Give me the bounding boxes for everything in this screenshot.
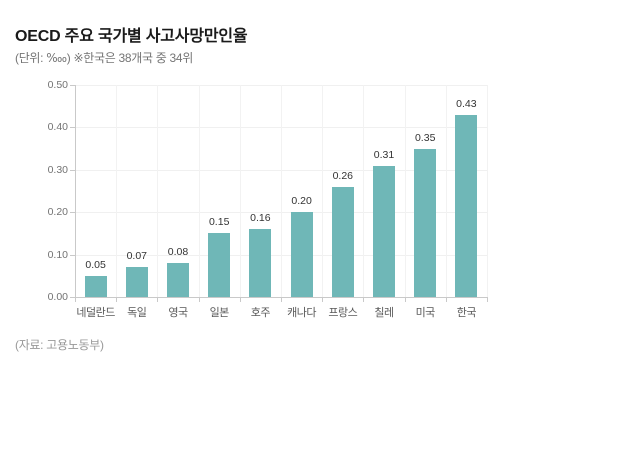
- x-axis-tick: [116, 298, 118, 302]
- bar-네덜란드: [84, 275, 107, 297]
- y-tick-label: 0.10: [47, 248, 68, 261]
- x-axis-tick: [322, 298, 324, 302]
- x-category-label: 칠레: [374, 307, 394, 319]
- bar-칠레: [373, 165, 395, 297]
- v-gridline: [363, 85, 365, 297]
- x-category-label: 일본: [209, 307, 230, 319]
- x-category-label: 프랑스: [328, 307, 358, 319]
- v-gridline: [322, 85, 324, 297]
- x-axis-tick: [404, 298, 406, 302]
- x-axis: [75, 297, 488, 298]
- x-category-label: 한국: [456, 307, 477, 319]
- v-gridline: [157, 85, 159, 297]
- x-axis-tick: [157, 298, 159, 302]
- bar-value-label: 0.16: [250, 212, 271, 225]
- y-axis-tick: [70, 212, 75, 214]
- bar-한국: [455, 114, 478, 297]
- x-axis-tick: [363, 298, 365, 302]
- x-category-label: 호주: [250, 307, 271, 319]
- x-axis-tick: [445, 298, 447, 302]
- v-gridline: [487, 85, 488, 297]
- bar-캐나다: [290, 212, 313, 297]
- bar-value-label: 0.35: [414, 131, 436, 144]
- y-axis-tick: [70, 297, 75, 298]
- x-category-label: 영국: [168, 307, 188, 319]
- v-gridline: [116, 85, 118, 297]
- bar-value-label: 0.15: [208, 216, 230, 229]
- y-tick-label: 0.20: [47, 206, 68, 219]
- v-gridline: [445, 85, 447, 297]
- bar-영국: [167, 263, 189, 297]
- chart-title: OECD 주요 국가별 사고사망만인율: [15, 28, 248, 45]
- y-axis-tick: [70, 85, 75, 86]
- bar-호주: [249, 229, 272, 297]
- v-gridline: [404, 85, 406, 297]
- y-tick-label: 0.40: [47, 121, 68, 134]
- bar-프랑스: [331, 186, 354, 297]
- x-axis-tick: [239, 298, 241, 302]
- x-category-label: 미국: [415, 307, 436, 319]
- bar-value-label: 0.26: [332, 169, 354, 182]
- y-tick-label: 0.00: [47, 291, 68, 303]
- x-category-label: 네덜란드: [76, 307, 115, 319]
- bar-value-label: 0.05: [85, 258, 106, 271]
- x-axis-tick: [281, 298, 282, 302]
- x-axis-tick: [487, 298, 488, 302]
- bar-일본: [208, 233, 231, 297]
- y-axis: [75, 85, 76, 298]
- bar-value-label: 0.43: [456, 97, 477, 110]
- x-category-label: 캐나다: [287, 307, 317, 319]
- x-axis-tick: [198, 298, 200, 302]
- bar-value-label: 0.08: [167, 246, 189, 259]
- bar-value-label: 0.07: [126, 250, 148, 263]
- y-tick-label: 0.50: [47, 79, 68, 91]
- v-gridline: [239, 85, 241, 297]
- x-category-label: 독일: [127, 307, 147, 319]
- bar-value-label: 0.31: [373, 148, 395, 161]
- y-axis-tick: [70, 169, 75, 171]
- v-gridline: [281, 85, 282, 297]
- bar-미국: [414, 148, 437, 297]
- y-tick-label: 0.30: [47, 163, 68, 176]
- bar-value-label: 0.20: [291, 195, 312, 208]
- y-axis-tick: [70, 127, 75, 129]
- chart-unit-note: (단위: ‱) ※한국은 38개국 중 34위: [15, 51, 194, 65]
- bar-독일: [125, 267, 148, 297]
- x-axis-tick: [75, 298, 76, 302]
- y-axis-tick: [70, 254, 75, 256]
- v-gridline: [198, 85, 200, 297]
- source-note: (자료: 고용노동부): [15, 338, 104, 352]
